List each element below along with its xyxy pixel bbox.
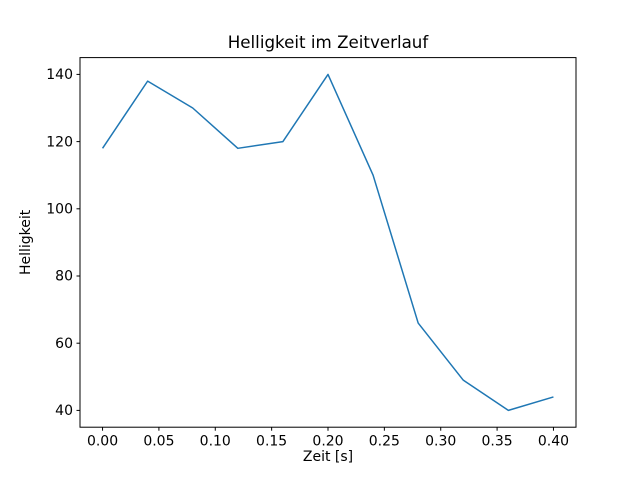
x-axis-label: Zeit [s] <box>303 449 353 465</box>
x-tick-label: 0.40 <box>538 434 569 450</box>
chart-title: Helligkeit im Zeitverlauf <box>228 32 430 52</box>
x-tick-label: 0.15 <box>256 434 287 450</box>
y-axis-ticks: 40 60 80 100 120 140 <box>46 67 80 419</box>
x-axis-ticks: 0.00 0.05 0.10 0.15 0.20 0.25 0.30 0.35 0.40 <box>87 427 569 450</box>
y-tick-label: 120 <box>46 134 73 150</box>
y-tick-label: 60 <box>55 336 73 352</box>
x-tick-label: 0.05 <box>143 434 174 450</box>
y-tick-label: 80 <box>55 269 73 285</box>
plot-area <box>80 57 576 428</box>
y-axis-label: Helligkeit <box>18 209 34 275</box>
series-line <box>101 73 554 412</box>
x-tick-label: 0.25 <box>369 434 400 450</box>
x-tick-label: 0.35 <box>482 434 513 450</box>
x-tick-label: 0.00 <box>87 434 118 450</box>
y-tick-label: 40 <box>55 403 73 419</box>
y-tick-label: 100 <box>46 202 73 218</box>
x-tick-label: 0.20 <box>312 434 343 450</box>
y-tick-label: 140 <box>46 67 73 83</box>
x-tick-label: 0.30 <box>425 434 456 450</box>
x-tick-label: 0.10 <box>200 434 231 450</box>
